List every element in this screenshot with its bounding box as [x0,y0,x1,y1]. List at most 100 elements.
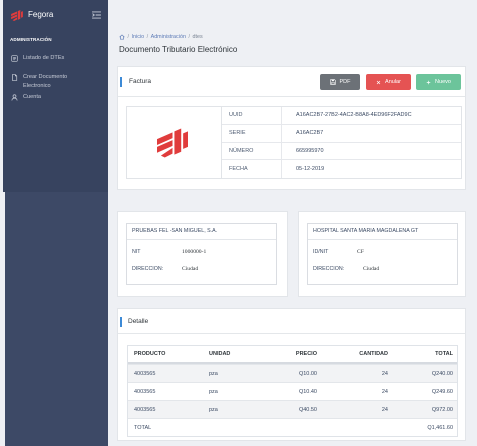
brand-name: Fegora [28,10,54,19]
cell-unidad: pza [209,406,218,413]
cell-precio: Q10.00 [298,370,317,377]
sidebar-item-label: Listado de DTEs [23,55,65,61]
column-header-unidad: UNIDAD [209,351,231,357]
cell-producto: 4003565 [134,370,156,377]
receiver-card: HOSPITAL SANTA MARIA MAGDALENA GT ID/NIT… [298,211,466,297]
issuer-address-value: Ciudad [182,266,199,272]
accent-bar [120,77,122,87]
invoice-card: Factura PDF Anular Nuevo [117,66,466,190]
cell-unidad: pza [209,370,218,377]
receiver-id-label: ID/NIT [313,249,329,255]
column-header-total: TOTAL [435,351,453,357]
field-value: A16AC2B7 [296,130,324,137]
fegora-logo-icon [156,127,188,158]
nuevo-button-label: Nuevo [435,79,451,85]
cell-cantidad: 24 [381,388,388,395]
issuer-card: PRUEBAS FEL -SAN MIGUEL, S.A. NIT 100000… [117,211,288,297]
breadcrumb-administracion[interactable]: Administración [150,34,186,40]
field-row-serie: SERIE A16AC2B7 [222,124,461,143]
detail-card: Detalle PRODUCTO UNIDAD PRECIO CANTIDAD … [117,308,466,441]
cell-producto: 4003565 [134,406,156,413]
sidebar-item-crear-documento[interactable]: Crear Documento Electronico [3,73,103,91]
plus-icon [426,80,431,85]
cell-total: Q240.00 [431,370,453,377]
table-total-row: TOTAL Q1,461.60 [128,418,457,436]
breadcrumb-current: dtes [192,34,203,40]
fegora-logo-icon [11,9,23,21]
sidebar-item-label: Crear Documento Electronico [23,74,68,89]
invoice-fields: UUID A16AC2B7-27B2-4AC2-B8A8-4ED96F2FAD9… [222,107,461,178]
field-value: 05-12-2019 [296,166,325,173]
table-row: 4003565 pza Q10.40 24 Q249.60 [128,382,457,400]
receiver-name: HOSPITAL SANTA MARIA MAGDALENA GT [308,224,457,240]
column-header-precio: PRECIO [295,351,317,357]
pdf-button[interactable]: PDF [320,74,360,90]
detail-card-header: Detalle [118,309,465,334]
cell-unidad: pza [209,388,218,395]
anular-button[interactable]: Anular [366,74,411,90]
breadcrumb-inicio[interactable]: Inicio [131,34,145,40]
save-icon [329,79,336,85]
invoice-card-title: Factura [129,78,152,85]
issuer-address-label: DIRECCION: [132,266,164,272]
breadcrumb-separator: / [188,34,190,40]
page-title: Documento Tributario Electrónico [119,45,238,54]
cell-cantidad: 24 [381,406,388,413]
sidebar-section-title: ADMINISTRACIÓN [10,37,52,42]
sidebar: Fegora ADMINISTRACIÓN Listado de DTEs Cr… [3,0,108,192]
invoice-card-header: Factura PDF Anular Nuevo [118,67,465,97]
invoice-details: UUID A16AC2B7-27B2-4AC2-B8A8-4ED96F2FAD9… [126,106,462,179]
column-header-producto: PRODUCTO [134,351,166,357]
anular-button-label: Anular [385,79,401,85]
issuer-id-value: 1000000-1 [182,249,207,255]
column-header-cantidad: CANTIDAD [359,351,388,357]
nuevo-button[interactable]: Nuevo [416,74,461,90]
field-row-fecha: FECHA 05-12-2019 [222,160,461,178]
sidebar-item-listado-dtes[interactable]: Listado de DTEs [3,54,103,63]
receiver-address-label: DIRECCION: [313,266,345,272]
field-row-numero: NÚMERO 665995970 [222,142,461,161]
breadcrumb-separator: / [127,34,130,40]
cell-total: Q249.60 [431,388,453,395]
cell-cantidad: 24 [381,370,388,377]
total-value: Q1,461.60 [427,424,453,431]
breadcrumb-separator: / [146,34,149,40]
cell-producto: 4003565 [134,388,156,395]
issuer-name: PRUEBAS FEL -SAN MIGUEL, S.A. [127,224,276,240]
total-label: TOTAL [134,424,152,431]
close-icon [376,80,381,85]
company-logo [127,107,222,178]
table-header-row: PRODUCTO UNIDAD PRECIO CANTIDAD TOTAL [128,346,457,364]
field-label: NÚMERO [222,142,282,160]
user-icon [11,94,18,101]
receiver-address-value: Ciudad [363,266,380,272]
detail-table: PRODUCTO UNIDAD PRECIO CANTIDAD TOTAL 40… [127,345,458,437]
field-label: SERIE [222,124,282,142]
field-row-uuid: UUID A16AC2B7-27B2-4AC2-B8A8-4ED96F2FAD9… [222,107,461,125]
sidebar-item-cuenta[interactable]: Cuenta [3,93,103,102]
cell-precio: Q10.40 [298,388,317,395]
hamburger-icon[interactable] [92,11,101,19]
cell-total: Q972.00 [431,406,453,413]
document-icon [11,74,18,81]
table-row: 4003565 pza Q10.00 24 Q240.00 [128,364,457,382]
receiver-id-value: CF [357,249,364,255]
accent-bar [120,317,122,327]
issuer-id-label: NIT [132,249,141,255]
cell-precio: Q40.50 [298,406,317,413]
pdf-button-label: PDF [339,79,351,85]
table-row: 4003565 pza Q40.50 24 Q972.00 [128,400,457,418]
sidebar-brand[interactable]: Fegora [11,9,53,21]
sidebar-item-label: Cuenta [23,94,42,100]
detail-card-title: Detalle [128,318,149,325]
home-icon[interactable] [119,34,125,40]
issuer-box: PRUEBAS FEL -SAN MIGUEL, S.A. NIT 100000… [126,223,277,285]
field-value: A16AC2B7-27B2-4AC2-B8A8-4ED96F2FAD9C [296,112,412,119]
list-icon [11,55,18,62]
field-label: FECHA [222,160,282,178]
field-label: UUID [222,107,282,124]
receiver-box: HOSPITAL SANTA MARIA MAGDALENA GT ID/NIT… [307,223,458,285]
field-value: 665995970 [296,147,324,154]
sidebar-lower-panel [5,192,108,446]
breadcrumb: / Inicio / Administración / dtes [119,33,203,41]
